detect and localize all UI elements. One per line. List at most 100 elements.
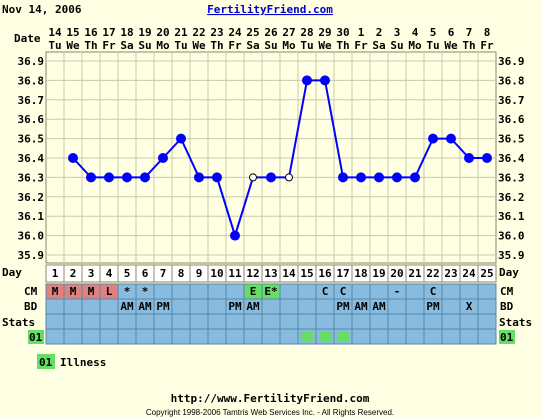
temp-point bbox=[230, 230, 240, 241]
code-badge-right bbox=[499, 330, 515, 344]
temp-point bbox=[158, 153, 168, 163]
cm-cell bbox=[459, 283, 479, 300]
code-cell bbox=[369, 328, 389, 345]
stats-cell bbox=[297, 313, 317, 330]
stats-cell bbox=[171, 313, 191, 330]
code-cell bbox=[117, 328, 137, 345]
stats-cell bbox=[261, 313, 281, 330]
date-tick: 14 bbox=[48, 26, 62, 39]
code-cell bbox=[207, 328, 227, 345]
date-tick: 4 bbox=[412, 26, 419, 39]
cm-cell bbox=[369, 283, 389, 300]
y-tick-right: 36.9 bbox=[498, 55, 525, 68]
date-tick: 5 bbox=[430, 26, 437, 39]
date-tick: 8 bbox=[484, 26, 491, 39]
bd-cell bbox=[45, 298, 65, 315]
illness-marker bbox=[319, 331, 331, 342]
stats-cell bbox=[459, 313, 479, 330]
weekday-tick: Th bbox=[336, 39, 349, 52]
y-tick-right: 36.1 bbox=[498, 210, 525, 223]
day-number: 20 bbox=[390, 267, 403, 280]
bd-cell bbox=[171, 298, 191, 315]
day-number: 18 bbox=[354, 267, 367, 280]
legend-swatch bbox=[37, 354, 55, 369]
y-tick-left: 36.7 bbox=[18, 94, 45, 107]
date-tick: 17 bbox=[102, 26, 115, 39]
y-tick-right: 36.4 bbox=[498, 152, 525, 165]
cm-value: C bbox=[430, 285, 437, 298]
weekday-tick: Th bbox=[84, 39, 97, 52]
day-number: 17 bbox=[336, 267, 349, 280]
temp-point-open bbox=[285, 173, 293, 182]
code-cell bbox=[405, 328, 425, 345]
y-tick-left: 36.6 bbox=[18, 113, 45, 126]
day-number: 10 bbox=[210, 267, 223, 280]
code-cell bbox=[171, 328, 191, 345]
bd-value: PM bbox=[336, 300, 350, 313]
day-number: 21 bbox=[408, 267, 422, 280]
stats-cell bbox=[81, 313, 101, 330]
date-tick: 15 bbox=[66, 26, 79, 39]
weekday-tick: Mo bbox=[156, 39, 170, 52]
cm-value: L bbox=[106, 285, 113, 298]
bd-cell bbox=[477, 298, 497, 315]
date-tick: 26 bbox=[264, 26, 278, 39]
weekday-tick: Mo bbox=[408, 39, 422, 52]
code-cell bbox=[81, 328, 101, 345]
y-tick-right: 36.2 bbox=[498, 191, 525, 204]
bd-cell bbox=[189, 298, 209, 315]
code-cell bbox=[351, 328, 371, 345]
site-link[interactable]: FertilityFriend.com bbox=[207, 3, 333, 16]
stats-cell bbox=[441, 313, 461, 330]
cm-value: * bbox=[142, 285, 149, 298]
bd-cell bbox=[387, 298, 407, 315]
temp-point bbox=[302, 75, 312, 86]
bd-cell bbox=[207, 298, 227, 315]
temp-point bbox=[212, 172, 222, 183]
code-cell bbox=[441, 328, 461, 345]
date-tick: 24 bbox=[228, 26, 242, 39]
bd-cell bbox=[279, 298, 299, 315]
weekday-tick: Sa bbox=[246, 39, 259, 52]
stats-cell bbox=[225, 313, 245, 330]
date-tick: 3 bbox=[394, 26, 401, 39]
cm-cell bbox=[351, 283, 371, 300]
code-cell bbox=[63, 328, 83, 345]
code-badge-left bbox=[28, 330, 44, 344]
footer-url[interactable]: http://www.FertilityFriend.com bbox=[171, 392, 370, 405]
stats-cell bbox=[99, 313, 119, 330]
day-number: 1 bbox=[52, 267, 59, 280]
weekday-tick: Fr bbox=[228, 39, 242, 52]
bd-value: PM bbox=[156, 300, 170, 313]
day-number: 19 bbox=[372, 267, 385, 280]
temp-point bbox=[410, 172, 420, 183]
bd-cell bbox=[99, 298, 119, 315]
y-tick-left: 36.3 bbox=[18, 171, 45, 184]
temp-point bbox=[176, 133, 186, 144]
chart-date: Nov 14, 2006 bbox=[2, 3, 82, 16]
code-cell bbox=[477, 328, 497, 345]
weekday-tick: Sa bbox=[120, 39, 133, 52]
cm-cell bbox=[225, 283, 245, 300]
cm-value: M bbox=[52, 285, 59, 298]
code-label-left: 01 bbox=[29, 331, 43, 344]
cm-cell bbox=[477, 283, 497, 300]
day-number: 25 bbox=[480, 267, 493, 280]
bd-value: AM bbox=[246, 300, 260, 313]
temp-point bbox=[464, 153, 474, 163]
bd-cell bbox=[297, 298, 317, 315]
date-tick: 23 bbox=[210, 26, 223, 39]
day-label-left: Day bbox=[2, 266, 22, 279]
day-number: 22 bbox=[426, 267, 439, 280]
bd-cell bbox=[63, 298, 83, 315]
cm-value: - bbox=[394, 285, 401, 298]
bd-value: AM bbox=[354, 300, 368, 313]
code-cell bbox=[459, 328, 479, 345]
stats-cell bbox=[405, 313, 425, 330]
temp-point bbox=[320, 75, 330, 86]
illness-marker bbox=[301, 331, 313, 342]
y-tick-right: 36.5 bbox=[498, 133, 525, 146]
day-number: 16 bbox=[318, 267, 332, 280]
date-tick: 28 bbox=[300, 26, 313, 39]
